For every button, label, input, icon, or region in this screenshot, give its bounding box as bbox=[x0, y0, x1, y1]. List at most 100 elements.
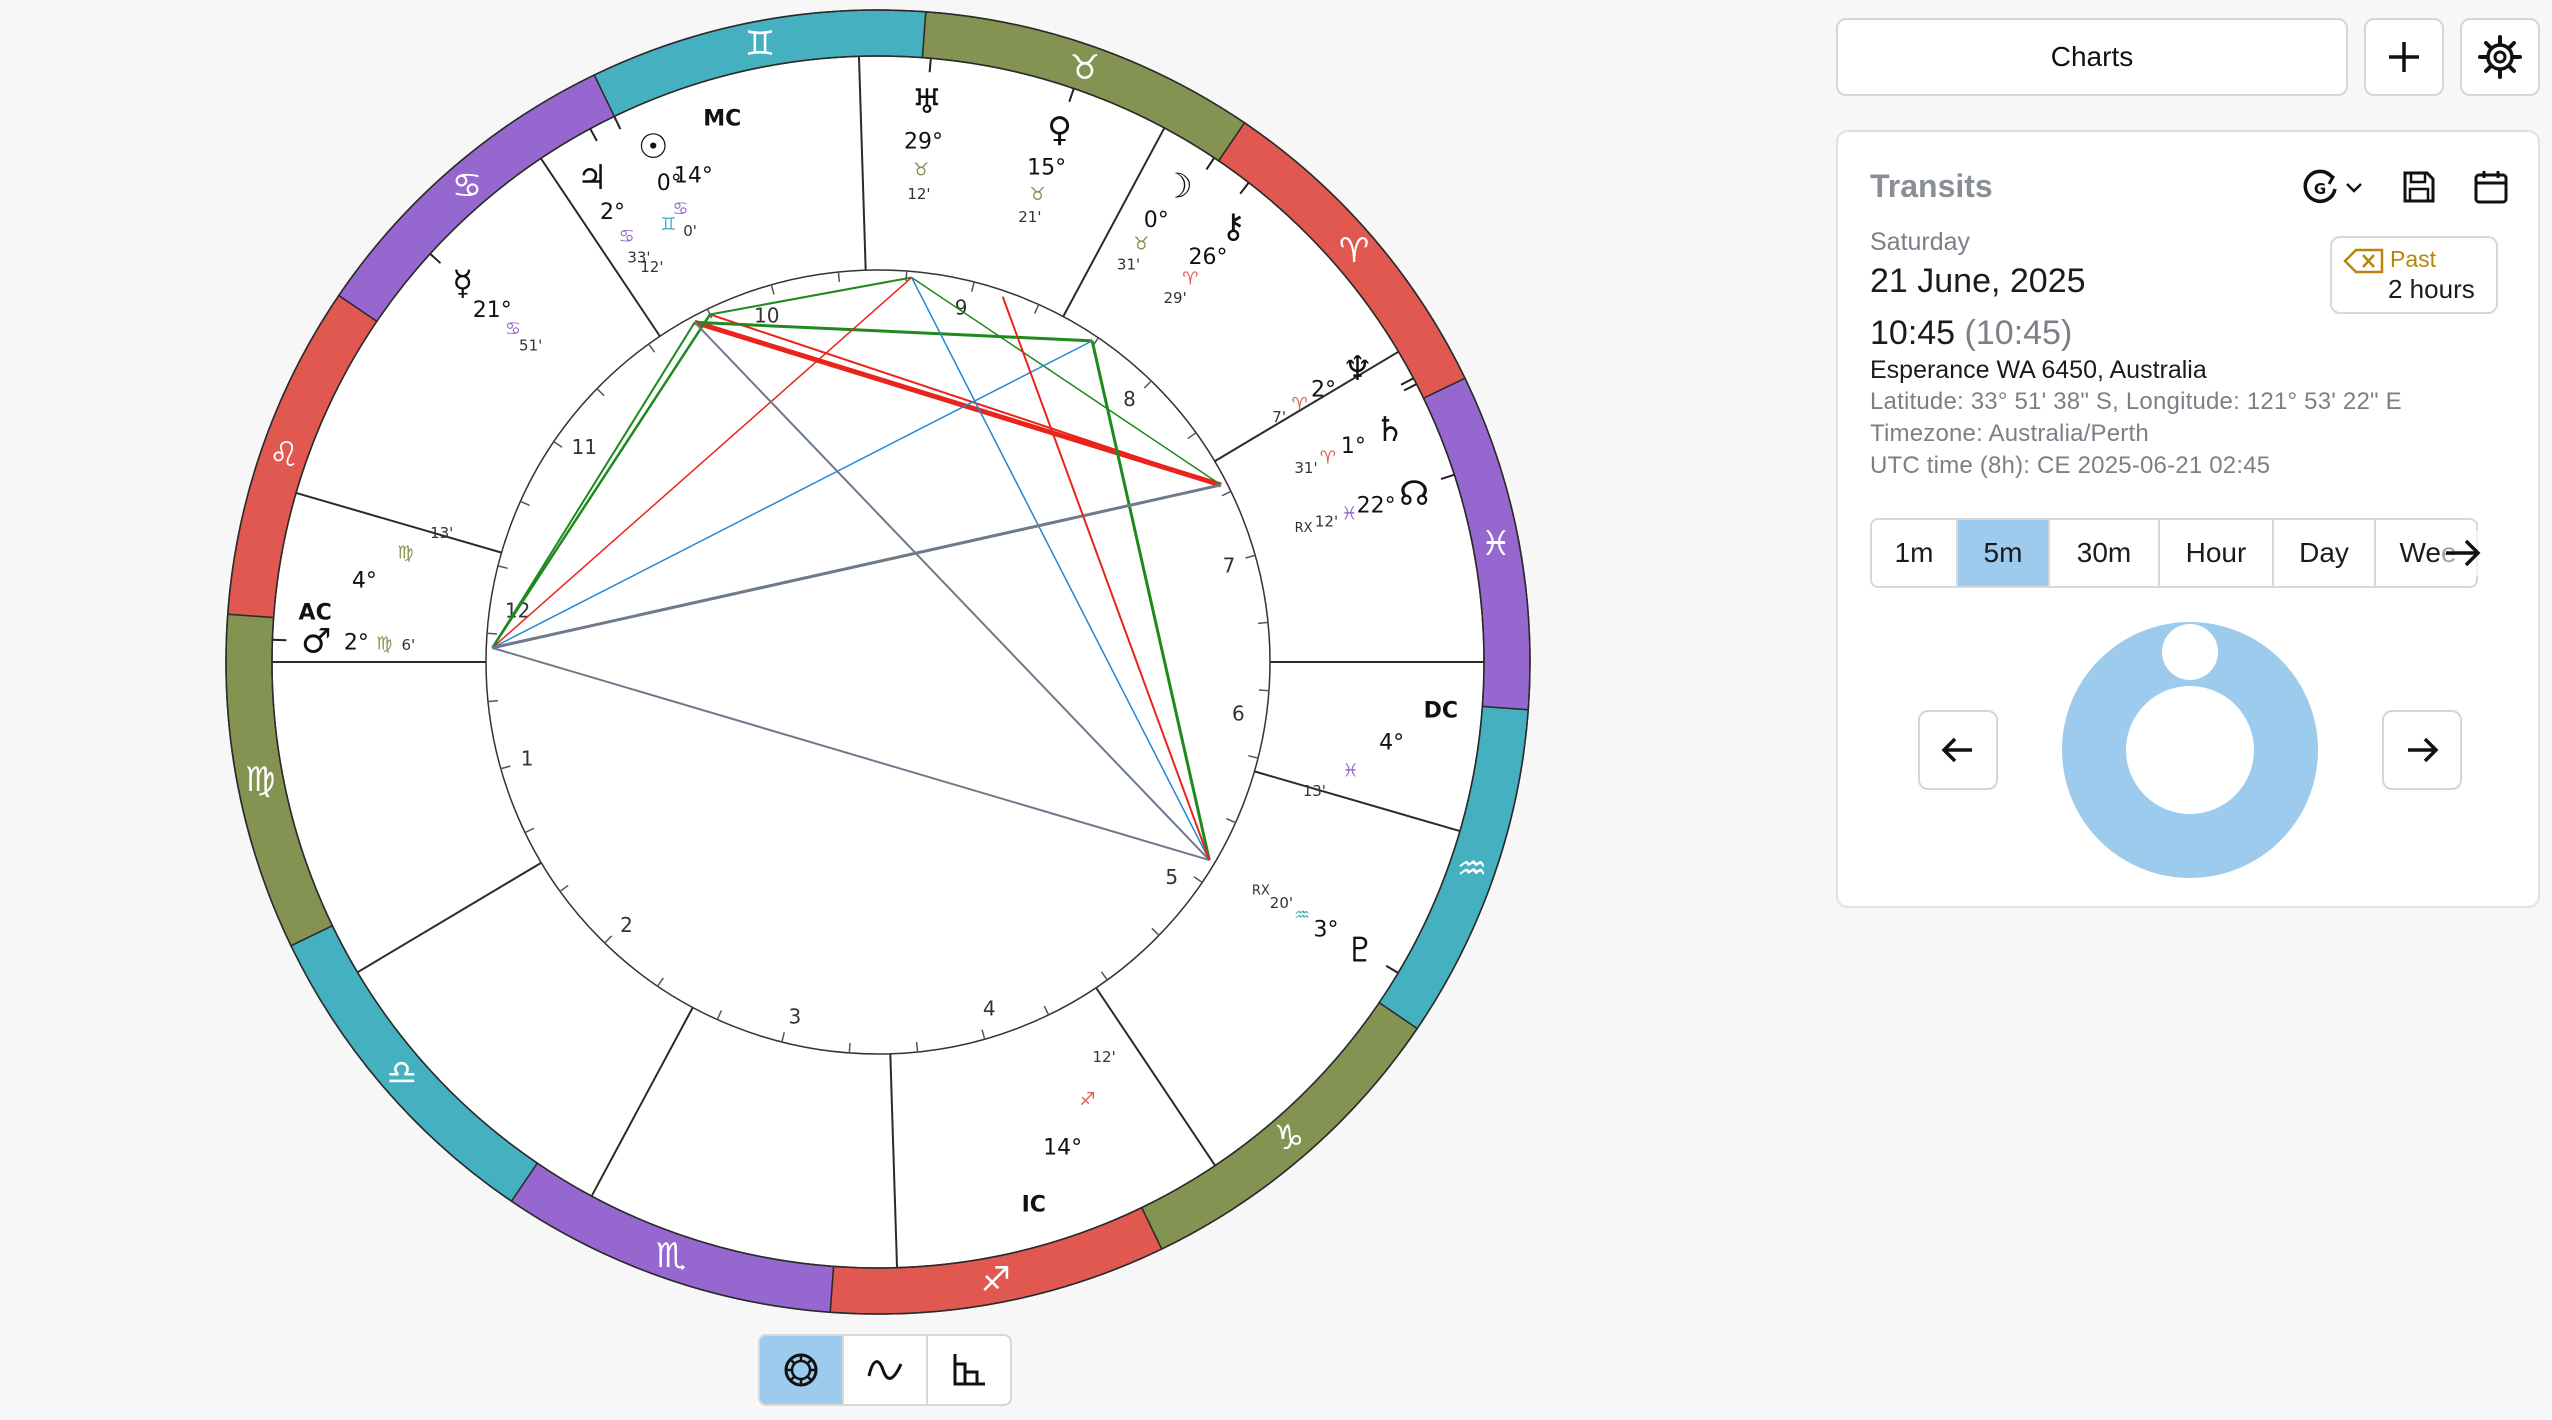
grid-view-button[interactable] bbox=[928, 1336, 1010, 1404]
time-step-selector: 1m 5m 30m Hour Day Wee bbox=[1870, 518, 2478, 588]
step-hour[interactable]: Hour bbox=[2160, 520, 2274, 586]
aspect-line[interactable] bbox=[491, 340, 1093, 649]
planet-glyph-uranus: ♅ bbox=[912, 82, 942, 122]
degree-tick bbox=[716, 1010, 723, 1020]
aspect-line[interactable] bbox=[693, 319, 1222, 488]
degree-tick bbox=[1248, 754, 1259, 759]
planet-minutes: 7' bbox=[1272, 408, 1286, 426]
house-cusp bbox=[356, 861, 542, 974]
transit-date[interactable]: 21 June, 2025 bbox=[1870, 262, 2086, 300]
house-number: 2 bbox=[620, 913, 633, 937]
degree-tick bbox=[781, 1032, 786, 1043]
past-label: Past bbox=[2390, 246, 2437, 272]
house-cusp bbox=[1214, 350, 1400, 463]
house-number: 11 bbox=[572, 435, 597, 459]
degree-tick bbox=[1151, 927, 1160, 936]
save-button[interactable] bbox=[2394, 162, 2444, 212]
planet-sign: ♋ bbox=[619, 226, 635, 247]
aspect-line[interactable] bbox=[1001, 296, 1211, 861]
aspect-line[interactable] bbox=[694, 320, 1093, 343]
planet-sign: ♋ bbox=[505, 319, 521, 340]
planet-degree: 2° bbox=[600, 200, 625, 225]
planet-degree: 21° bbox=[473, 298, 512, 323]
degree-tick bbox=[486, 632, 498, 635]
degree-tick bbox=[1257, 621, 1269, 625]
grid-chart-icon bbox=[953, 1354, 985, 1386]
planet-sign: ♉ bbox=[913, 159, 929, 180]
wheel-view-button[interactable] bbox=[760, 1336, 844, 1404]
planet-sign: ♉ bbox=[1030, 184, 1046, 205]
charts-button[interactable]: Charts bbox=[1836, 18, 2348, 96]
reset-time-button[interactable]: G bbox=[2292, 162, 2372, 212]
aspect-line[interactable] bbox=[1090, 340, 1211, 861]
add-button[interactable] bbox=[2364, 18, 2444, 96]
aspect-line[interactable] bbox=[491, 483, 1222, 650]
sign-glyph: ♋ bbox=[452, 166, 482, 206]
degree-tick bbox=[648, 343, 656, 353]
aspect-line[interactable] bbox=[491, 313, 712, 649]
dial-knob[interactable] bbox=[2162, 624, 2218, 680]
degree-tick bbox=[497, 565, 508, 570]
panel-title: Transits bbox=[1870, 168, 1993, 204]
transit-time[interactable]: 10:45 (10:45) bbox=[1870, 314, 2072, 353]
degree-tick bbox=[596, 388, 605, 397]
chart-wheel[interactable]: ♈♉♊♋♌♍♎♏♐♑♒♓123456789101112♄1°♈31'♆2°♈7'… bbox=[0, 0, 1800, 1420]
degree-tick bbox=[553, 441, 563, 448]
degree-tick bbox=[1043, 1005, 1050, 1016]
angle-minutes: 13' bbox=[430, 524, 453, 542]
aspect-line[interactable] bbox=[491, 276, 913, 649]
aspect-line[interactable] bbox=[911, 276, 1222, 486]
house-number: 7 bbox=[1223, 553, 1236, 577]
degree-tick bbox=[915, 1041, 919, 1053]
planet-glyph-chiron: ⚷ bbox=[1221, 207, 1246, 247]
planet-minutes: 33' bbox=[627, 248, 650, 266]
settings-button[interactable] bbox=[2460, 18, 2540, 96]
aspect-line[interactable] bbox=[491, 321, 696, 649]
past-offset-badge[interactable]: Past 2 hours bbox=[2330, 236, 2498, 314]
wheel-icon bbox=[784, 1353, 818, 1387]
angle-sign: ♊ bbox=[660, 214, 676, 235]
step-30m[interactable]: 30m bbox=[2050, 520, 2160, 586]
planet-tick bbox=[589, 128, 598, 142]
angle-sign: ♓ bbox=[1343, 760, 1359, 781]
backspace-icon bbox=[2343, 248, 2384, 274]
house-cusp bbox=[1254, 770, 1461, 833]
degree-tick bbox=[524, 827, 535, 834]
time-dial[interactable] bbox=[2060, 620, 2320, 880]
planet-tick bbox=[928, 58, 932, 73]
planet-sign: ♈ bbox=[1320, 447, 1336, 468]
aspect-line[interactable] bbox=[709, 276, 912, 316]
degree-tick bbox=[1226, 817, 1236, 824]
planet-tick bbox=[1068, 88, 1075, 103]
degree-tick bbox=[559, 884, 569, 892]
aspect-line[interactable] bbox=[693, 321, 1211, 861]
planet-degree: 0° bbox=[657, 171, 682, 196]
wave-view-button[interactable] bbox=[844, 1336, 928, 1404]
sign-glyph: ♍ bbox=[245, 760, 275, 800]
degree-tick bbox=[1221, 490, 1232, 497]
planet-minutes: 21' bbox=[1018, 208, 1041, 226]
degree-tick bbox=[520, 500, 530, 507]
planet-minutes: 6' bbox=[401, 636, 415, 654]
arrow-right-icon[interactable] bbox=[2440, 530, 2486, 576]
next-step-button[interactable] bbox=[2382, 710, 2462, 790]
step-1m[interactable]: 1m bbox=[1872, 520, 1958, 586]
calendar-button[interactable] bbox=[2466, 162, 2516, 212]
sign-glyph: ♊ bbox=[745, 24, 775, 64]
planet-degree: 2° bbox=[344, 630, 369, 655]
view-toolbar bbox=[758, 1334, 1012, 1406]
previous-step-button[interactable] bbox=[1918, 710, 1998, 790]
step-day[interactable]: Day bbox=[2274, 520, 2376, 586]
degree-tick bbox=[905, 270, 908, 282]
planet-sign: ♈ bbox=[1182, 269, 1198, 290]
house-number: 5 bbox=[1165, 865, 1178, 889]
aspect-line[interactable] bbox=[491, 646, 1210, 862]
degree-tick bbox=[1143, 380, 1152, 389]
sign-glyph: ♓ bbox=[1481, 524, 1511, 564]
step-5m[interactable]: 5m bbox=[1958, 520, 2050, 586]
planet-sign: ♒ bbox=[1294, 905, 1310, 926]
angle-label-ic: IC bbox=[1022, 1193, 1046, 1218]
aspect-line[interactable] bbox=[910, 277, 1210, 861]
degree-tick bbox=[1258, 689, 1270, 692]
time-local: (10:45) bbox=[1964, 314, 2073, 352]
